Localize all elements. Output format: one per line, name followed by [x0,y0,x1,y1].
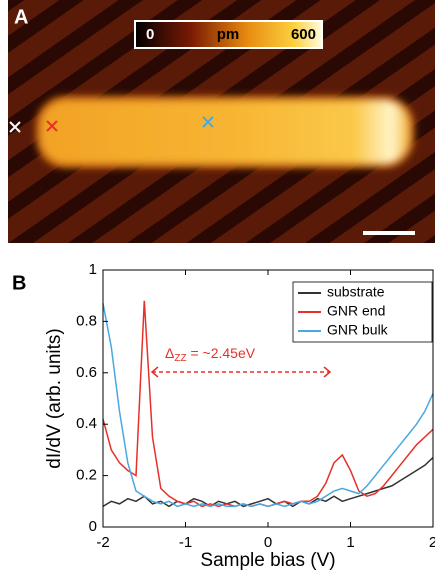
colorbar-max: 600 [291,26,316,43]
legend-label: substrate [327,284,385,300]
series-line [102,303,434,508]
colorbar [134,20,323,49]
colorbar-min: 0 [146,26,154,43]
x-axis-title: Sample bias (V) [200,550,335,571]
panel-label: A [14,6,28,28]
markers [9,116,214,133]
legend-label: GNR bulk [327,322,389,338]
x-tick-label: -1 [179,534,192,551]
y-tick-label: 0 [89,518,97,535]
annotation: ΔZZ = ~2.45eV [165,345,256,364]
y-tick-label: 0.4 [76,415,97,432]
colorbar-unit: pm [217,26,240,43]
x-tick-label: 2 [429,534,435,551]
annotation-arrow [150,366,332,378]
panel-label: B [12,272,26,294]
x-tick-label: -2 [96,534,109,551]
y-tick-label: 0.8 [76,312,97,329]
y-tick-label: 1 [89,261,97,278]
y-tick-label: 0.2 [76,467,97,484]
y-axis-title: dI/dV (arb. units) [44,328,65,468]
stm-image: A 0 pm 600 [8,0,435,243]
y-tick-label: 0.6 [76,364,97,381]
legend-label: GNR end [327,303,385,319]
x-tick-label: 1 [346,534,354,551]
x-tick-label: 0 [264,534,272,551]
